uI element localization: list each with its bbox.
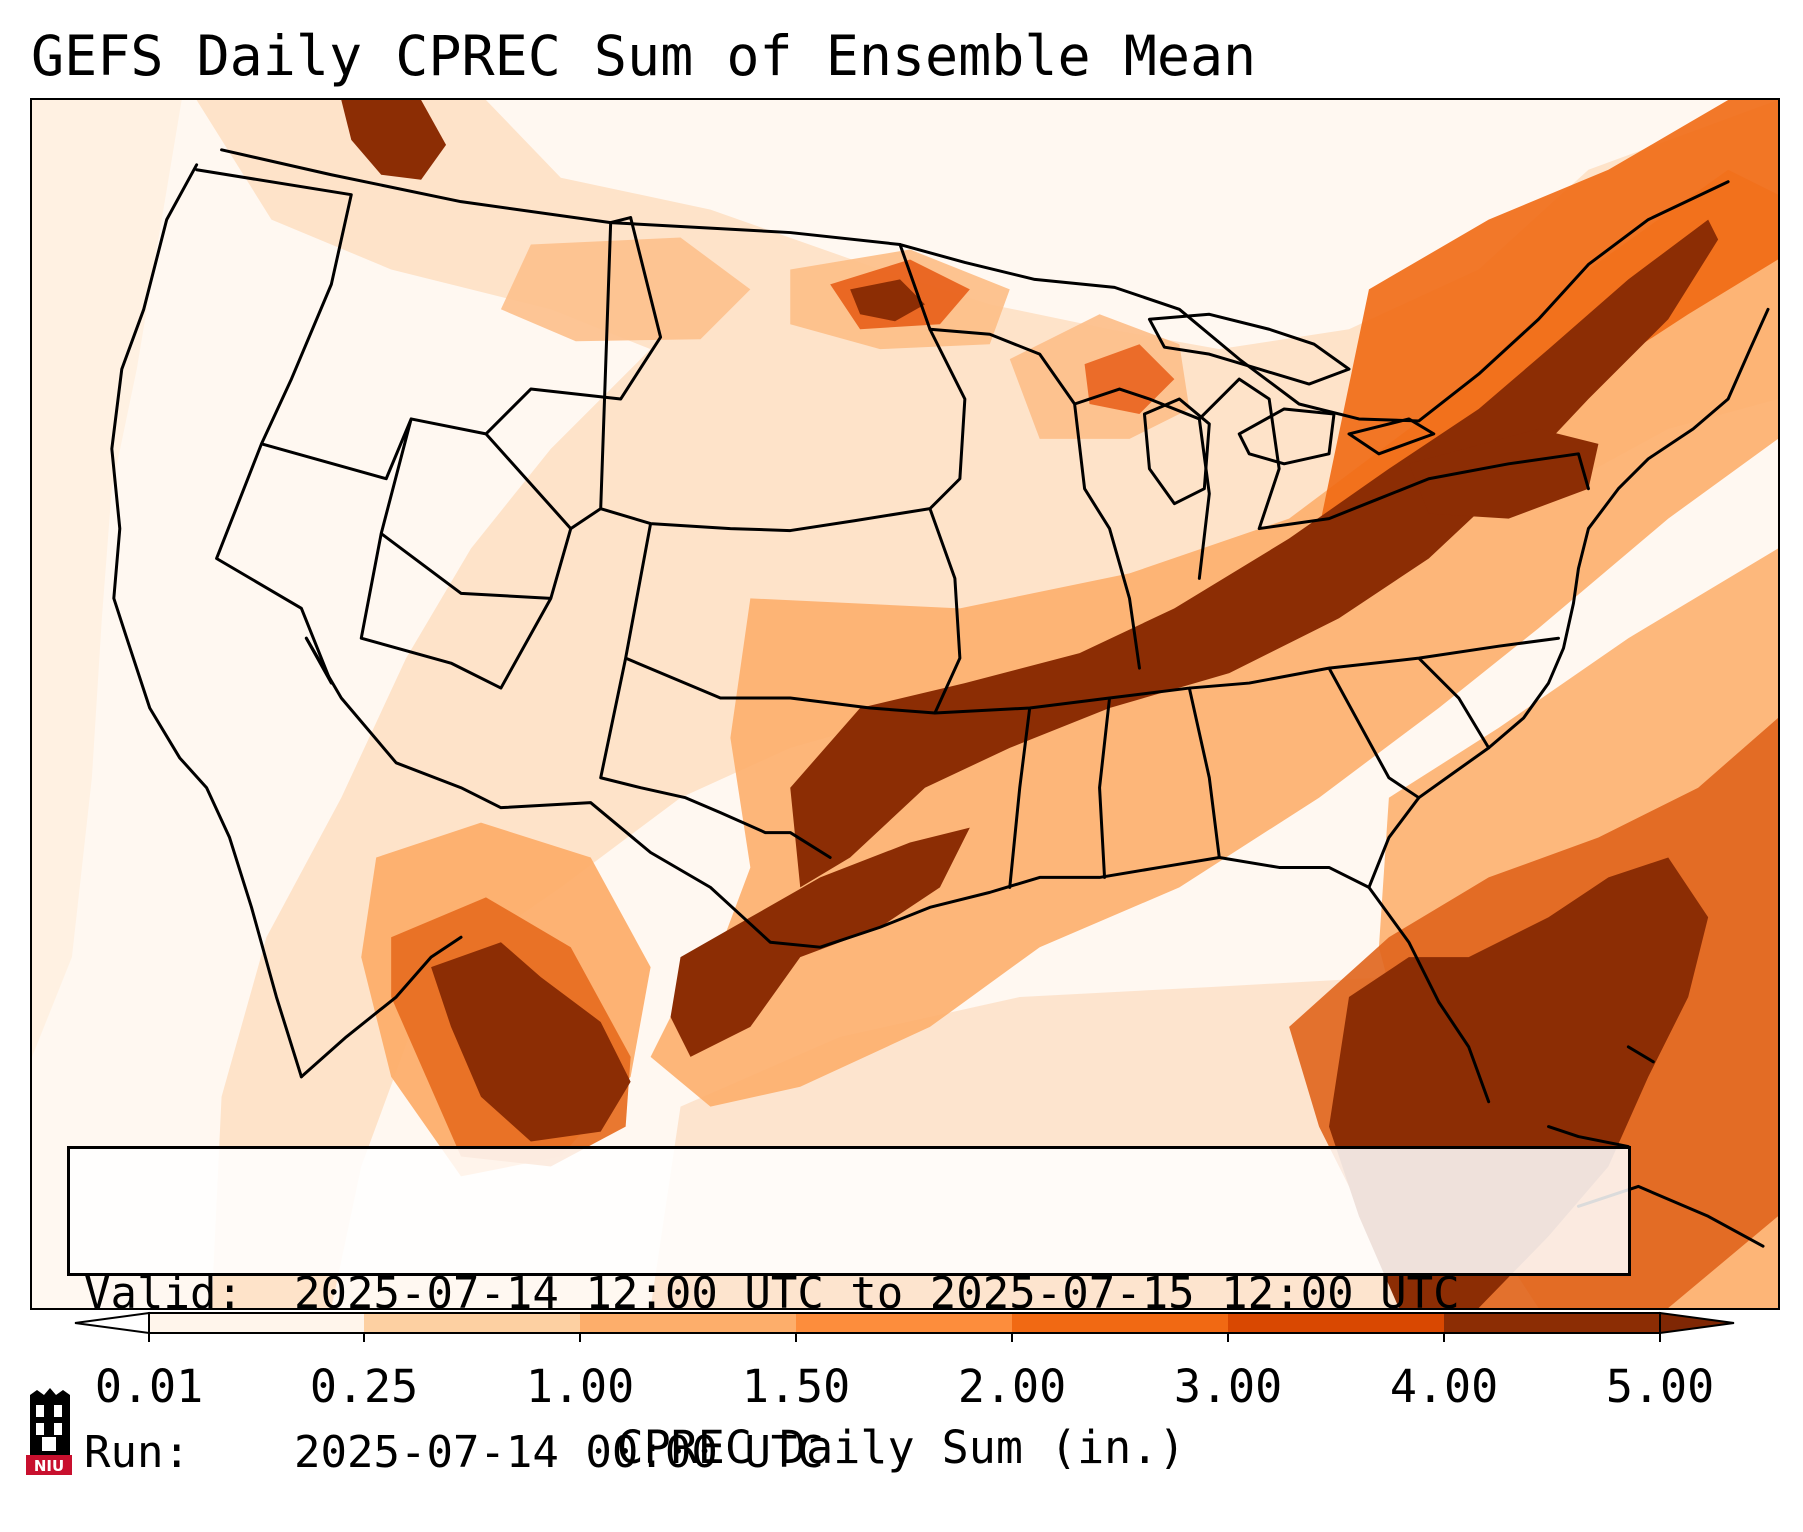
map-canvas	[32, 100, 1778, 1308]
precip-medium-montana	[500, 237, 751, 342]
run-line: Run: 2025-07-14 00:00 UTC	[84, 1426, 1614, 1479]
colorbar-tick-1.00: 1.00	[525, 1360, 635, 1413]
mexico-coast	[299, 935, 463, 1079]
colorbar-tick-0.25: 0.25	[309, 1360, 419, 1413]
colorbar-segment-5	[1012, 1313, 1228, 1333]
colorbar-segment-1	[149, 1313, 364, 1333]
map-title: GEFS Daily CPREC Sum of Ensemble Mean	[31, 24, 1257, 88]
precip-extreme-dakotas	[850, 279, 925, 322]
map-boundaries	[110, 148, 1770, 1248]
atlantic-coast	[1367, 307, 1770, 889]
niu-logo-text: NIU	[34, 1457, 64, 1475]
precip-extreme-ohio-valley	[790, 219, 1719, 888]
west-coast	[110, 163, 303, 1079]
gulf-coast	[304, 636, 1491, 1104]
colorbar	[74, 1311, 1735, 1342]
valid-line: Valid: 2025-07-14 12:00 UTC to 2025-07-1…	[84, 1267, 1614, 1320]
precip-extreme-pennsylvania	[1408, 428, 1599, 519]
colorbar-outline	[148, 1312, 1661, 1334]
colorbar-ticks	[148, 1333, 1661, 1342]
colorbar-axis-label: CPREC Daily Sum (in.)	[616, 1421, 1186, 1474]
precip-extreme-pacific-nw	[341, 100, 447, 180]
valid-run-box: Valid: 2025-07-14 12:00 UTC to 2025-07-1…	[67, 1146, 1631, 1478]
central-states	[569, 216, 967, 859]
colorbar-tick-1.50: 1.50	[741, 1360, 851, 1413]
colorbar-tick-3.00: 3.00	[1173, 1360, 1283, 1413]
niu-logo: NIU	[26, 1388, 72, 1475]
valid-label: Valid:	[84, 1268, 243, 1319]
colorbar-tick-0.01: 0.01	[94, 1360, 204, 1413]
southern-states	[933, 636, 1560, 889]
colorbar-over-triangle	[1659, 1311, 1735, 1335]
colorbar-segment-2	[364, 1313, 580, 1333]
western-states	[195, 168, 663, 690]
precip-extreme-mexico	[431, 942, 631, 1142]
precip-low-west	[32, 100, 182, 1057]
precipitation-map	[30, 98, 1780, 1310]
run-label: Run:	[84, 1427, 190, 1478]
precip-extreme-texas	[670, 827, 970, 1057]
colorbar-tick-5.00: 5.00	[1605, 1360, 1715, 1413]
precip-high-northeast	[850, 100, 1778, 798]
colorbar-tick-2.00: 2.00	[957, 1360, 1067, 1413]
precip-high-wisconsin	[1084, 344, 1175, 414]
colorbar-segment-6	[1228, 1313, 1444, 1333]
great-lakes	[1142, 312, 1436, 506]
colorbar-segment-7	[1444, 1313, 1660, 1333]
valid-value: 2025-07-14 12:00 UTC to 2025-07-15 12:00…	[294, 1268, 1460, 1319]
colorbar-segment-4	[796, 1313, 1012, 1333]
colorbar-segment-3	[580, 1313, 796, 1333]
midwest-states	[928, 327, 1590, 670]
colorbar-under-triangle	[74, 1311, 150, 1335]
run-value: 2025-07-14 00:00 UTC	[294, 1427, 824, 1478]
colorbar-tick-4.00: 4.00	[1389, 1360, 1499, 1413]
